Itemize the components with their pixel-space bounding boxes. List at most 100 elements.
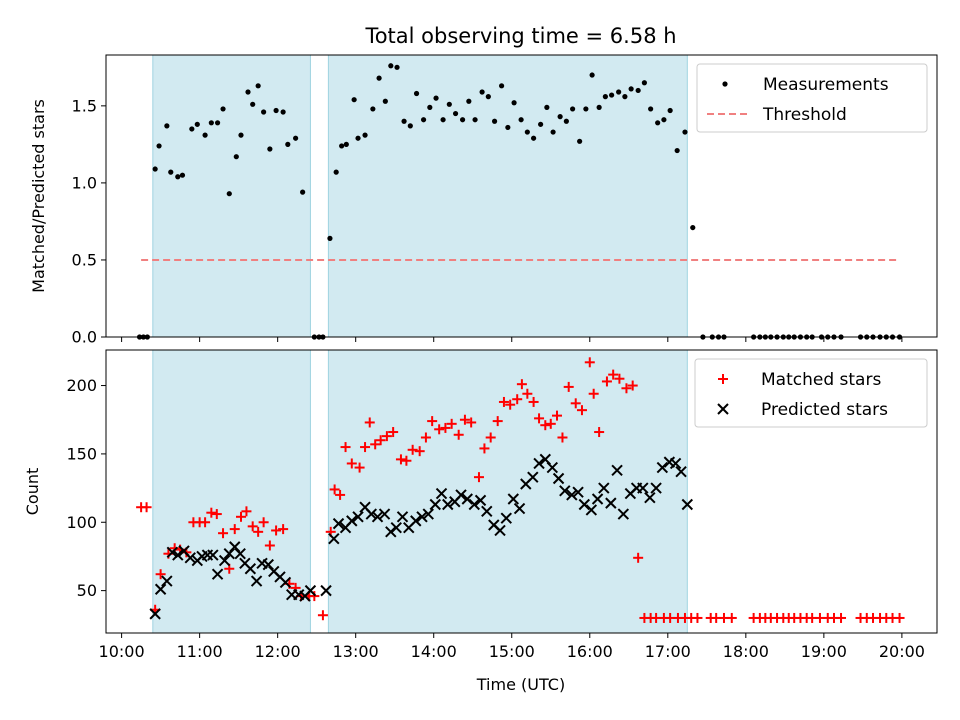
predicted-star-point bbox=[455, 489, 467, 501]
matched-star-point bbox=[271, 525, 282, 536]
matched-star-point bbox=[340, 442, 351, 453]
matched-star-point bbox=[479, 443, 490, 454]
y-axis-label: Count bbox=[23, 468, 42, 516]
measurement-point bbox=[376, 75, 382, 81]
predicted-star-point bbox=[513, 502, 526, 515]
matched-star-point bbox=[414, 446, 425, 457]
predicted-star-point bbox=[566, 489, 578, 501]
x-axis-label: Time (UTC) bbox=[476, 675, 565, 694]
matched-star-point bbox=[258, 517, 269, 528]
observing-windows bbox=[152, 54, 688, 338]
x-tick-label: 12:00 bbox=[255, 642, 301, 661]
measurement-point bbox=[485, 94, 491, 100]
predicted-star-point bbox=[611, 464, 623, 477]
legend: Measurements Threshold bbox=[696, 63, 928, 133]
measurement-point bbox=[427, 104, 433, 110]
measurement-point bbox=[433, 95, 439, 101]
predicted-star-point bbox=[172, 549, 184, 561]
matched-star-point bbox=[614, 373, 625, 384]
matched-star-point bbox=[505, 399, 516, 410]
y-tick-label: 200 bbox=[66, 376, 97, 395]
measurement-point bbox=[168, 169, 174, 175]
measurement-point bbox=[550, 129, 556, 135]
legend-box bbox=[694, 358, 928, 428]
x-tick-label: 17:00 bbox=[645, 642, 691, 661]
measurement-point bbox=[179, 172, 186, 178]
measurement-point bbox=[194, 121, 200, 127]
measurement-point bbox=[655, 120, 661, 126]
measurement-point bbox=[609, 92, 615, 98]
matched-star-point bbox=[401, 455, 412, 466]
matched-star-point bbox=[466, 417, 477, 428]
measurement-point bbox=[690, 224, 696, 231]
x-tick-label: 10:00 bbox=[99, 642, 145, 661]
y-tick-label: 0.0 bbox=[72, 328, 97, 347]
measurement-point bbox=[648, 106, 654, 112]
matched-star-point bbox=[264, 540, 275, 551]
measurement-point bbox=[250, 101, 256, 107]
matched-star-point bbox=[608, 369, 619, 380]
measurement-point bbox=[285, 141, 291, 147]
matched-star-point bbox=[522, 388, 533, 399]
legend-box bbox=[696, 63, 928, 133]
predicted-star-point bbox=[429, 498, 441, 511]
matched-star-point bbox=[552, 410, 563, 421]
matched-star-point bbox=[627, 380, 638, 391]
chart-title: Total observing time = 6.58 h bbox=[364, 24, 676, 48]
matched-star-point bbox=[206, 507, 217, 518]
matched-star-point bbox=[498, 396, 509, 407]
predicted-star-point bbox=[507, 493, 520, 505]
top-panel-ratio: 0.0 0.5 1.0 1.5 Matched/Predicted stars Mea… bbox=[29, 54, 938, 347]
measurement-point bbox=[589, 72, 595, 78]
predicted-star-point bbox=[669, 457, 682, 470]
matched-star-point bbox=[545, 418, 556, 429]
predicted-star-point bbox=[365, 508, 378, 520]
matched-star-point bbox=[235, 511, 246, 522]
matched-star-point bbox=[229, 524, 240, 535]
x-tick-label: 19:00 bbox=[801, 642, 847, 661]
observing-window-2 bbox=[327, 54, 688, 338]
measurement-point bbox=[511, 100, 517, 106]
matched-star-point bbox=[427, 416, 438, 427]
predicted-star-point bbox=[234, 547, 246, 560]
matched-star-point bbox=[894, 612, 905, 623]
x-tick-label: 11:00 bbox=[177, 642, 223, 661]
measurement-point bbox=[382, 98, 388, 104]
matched-star-point bbox=[440, 422, 451, 433]
plot-frame bbox=[105, 349, 938, 634]
y-tick-label: 100 bbox=[66, 513, 97, 532]
matched-star-point bbox=[200, 517, 211, 528]
matched-star-point bbox=[247, 521, 258, 532]
predicted-star-point bbox=[422, 508, 434, 520]
matched-star-point bbox=[241, 506, 252, 517]
predicted-star-point bbox=[218, 554, 231, 567]
matched-star-point bbox=[601, 376, 612, 387]
measurement-point bbox=[446, 101, 452, 107]
measurement-point bbox=[413, 90, 420, 97]
y-tick-label: 1.5 bbox=[72, 96, 97, 115]
matched-star-point bbox=[726, 612, 737, 623]
measurement-point bbox=[152, 166, 158, 172]
measurement-point bbox=[355, 135, 361, 141]
predicted-star-point bbox=[461, 493, 473, 505]
matched-star-point bbox=[155, 569, 166, 580]
matched-star-point bbox=[375, 435, 386, 446]
matched-star-point bbox=[446, 418, 457, 429]
matched-star-point bbox=[594, 427, 605, 438]
predicted-star-point bbox=[585, 504, 598, 516]
predicted-star-point bbox=[149, 608, 161, 620]
legend-label: Predicted stars bbox=[761, 400, 888, 420]
matched-star-point bbox=[329, 484, 340, 495]
measurement-point bbox=[583, 106, 589, 112]
measurement-point bbox=[538, 121, 544, 127]
measurement-point bbox=[273, 107, 279, 114]
predicted-star-point bbox=[207, 549, 219, 561]
plot-frame bbox=[105, 54, 938, 338]
measurement-point bbox=[370, 106, 376, 112]
measurement-point bbox=[407, 123, 413, 129]
measurement-point bbox=[267, 146, 273, 152]
matched-star-point bbox=[253, 526, 264, 537]
matched-star-point bbox=[836, 612, 847, 623]
bottom-panel-counts: 50 100 150 200 10:00 11:00 12:00 13:00 14:00 15:… bbox=[23, 349, 938, 661]
predicted-star-point bbox=[442, 498, 454, 511]
